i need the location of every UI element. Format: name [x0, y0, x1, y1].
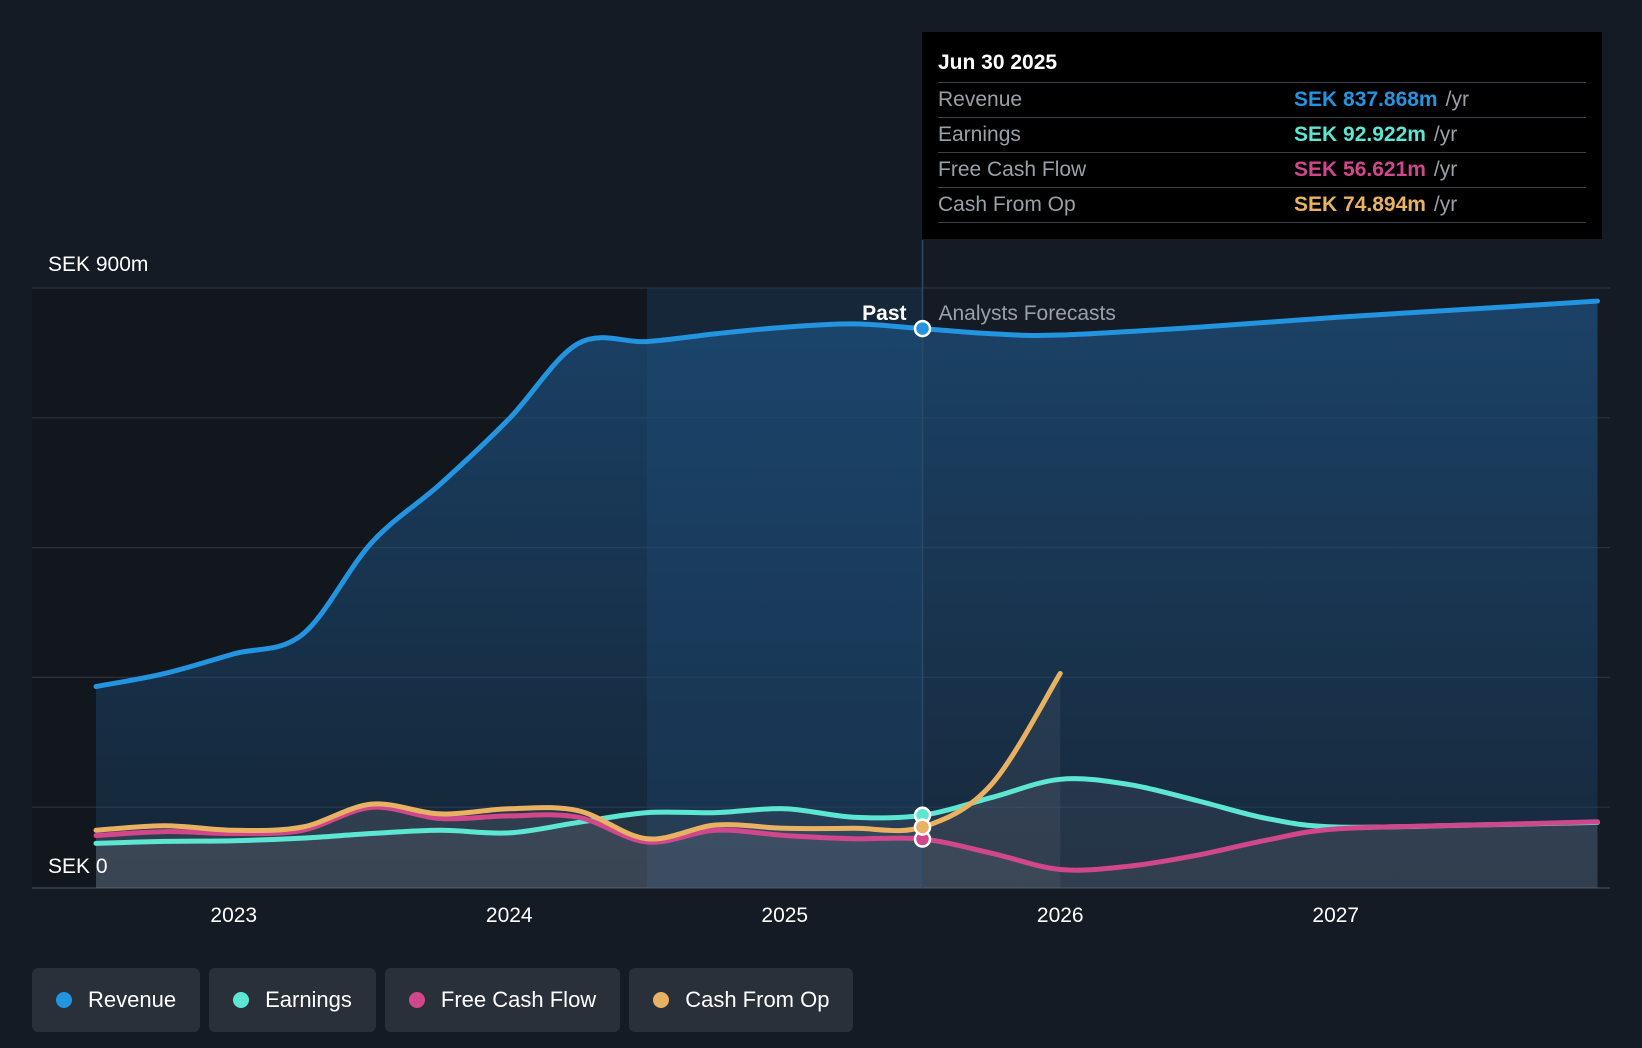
- tooltip-row-cash-from-op: Cash From Op SEK 74.894m /yr: [938, 187, 1586, 223]
- past-label: Past: [862, 302, 906, 325]
- legend-label: Revenue: [88, 987, 177, 1012]
- tooltip-value: SEK 92.922m: [1294, 123, 1426, 146]
- tooltip-date: Jun 30 2025: [938, 51, 1058, 74]
- legend-label: Earnings: [265, 987, 352, 1012]
- legend-dot-icon: [56, 992, 72, 1008]
- x-tick-label: 2026: [1037, 904, 1084, 927]
- tooltip-unit: /yr: [1445, 88, 1469, 111]
- y-axis-top-label: SEK 900m: [48, 253, 148, 276]
- earnings-area: [96, 778, 1598, 888]
- tooltip-unit: /yr: [1433, 193, 1458, 216]
- tooltip-unit: /yr: [1433, 123, 1458, 146]
- y-axis-bottom-label: SEK 0: [48, 855, 108, 878]
- x-tick-label: 2023: [210, 904, 257, 927]
- free-cash-flow-area: [96, 807, 1598, 888]
- tooltip-row-earnings: Earnings SEK 92.922m /yr: [938, 117, 1586, 152]
- legend-label: Free Cash Flow: [440, 987, 597, 1012]
- tooltip-label: Earnings: [938, 123, 1021, 146]
- tooltip-label: Cash From Op: [938, 193, 1076, 216]
- tooltip-row-revenue: Revenue SEK 837.868m /yr: [938, 82, 1586, 117]
- tooltip-value: SEK 837.868m: [1294, 88, 1438, 111]
- tooltip-label: Free Cash Flow: [938, 158, 1087, 181]
- cash-from-op-marker: [913, 818, 932, 836]
- legend-dot-icon: [233, 992, 250, 1008]
- tooltip-value: SEK 74.894m: [1294, 193, 1426, 216]
- tooltip-label: Revenue: [938, 88, 1023, 111]
- legend-dot-icon: [653, 992, 670, 1008]
- revenue-area: [96, 301, 1598, 889]
- revenue-line: [93, 298, 1600, 690]
- legend-item-free-cash-flow[interactable]: Free Cash Flow: [384, 968, 621, 1032]
- tooltip-value: SEK 56.621m: [1294, 158, 1426, 181]
- x-tick-label: 2027: [1312, 904, 1359, 927]
- legend-item-revenue[interactable]: Revenue: [32, 968, 201, 1032]
- legend-label: Cash From Op: [685, 987, 830, 1012]
- forecast-label: Analysts Forecasts: [939, 302, 1116, 325]
- tooltip-panel: Jun 30 2025 Revenue SEK 837.868m /yr Ear…: [922, 32, 1602, 239]
- earnings-line: [93, 776, 1600, 846]
- legend-item-earnings[interactable]: Earnings: [209, 968, 376, 1032]
- tooltip-unit: /yr: [1433, 158, 1458, 181]
- x-tick-label: 2025: [761, 904, 808, 927]
- legend-item-cash-from-op[interactable]: Cash From Op: [629, 968, 854, 1032]
- free-cash-flow-line: [93, 804, 1600, 873]
- legend-dot-icon: [408, 992, 425, 1008]
- tooltip-row-free-cash-flow: Free Cash Flow SEK 56.621m /yr: [938, 152, 1586, 187]
- x-tick-label: 2024: [486, 904, 533, 927]
- legend: Revenue Earnings Free Cash Flow Cash Fro…: [32, 968, 854, 1032]
- revenue-marker: [913, 319, 932, 338]
